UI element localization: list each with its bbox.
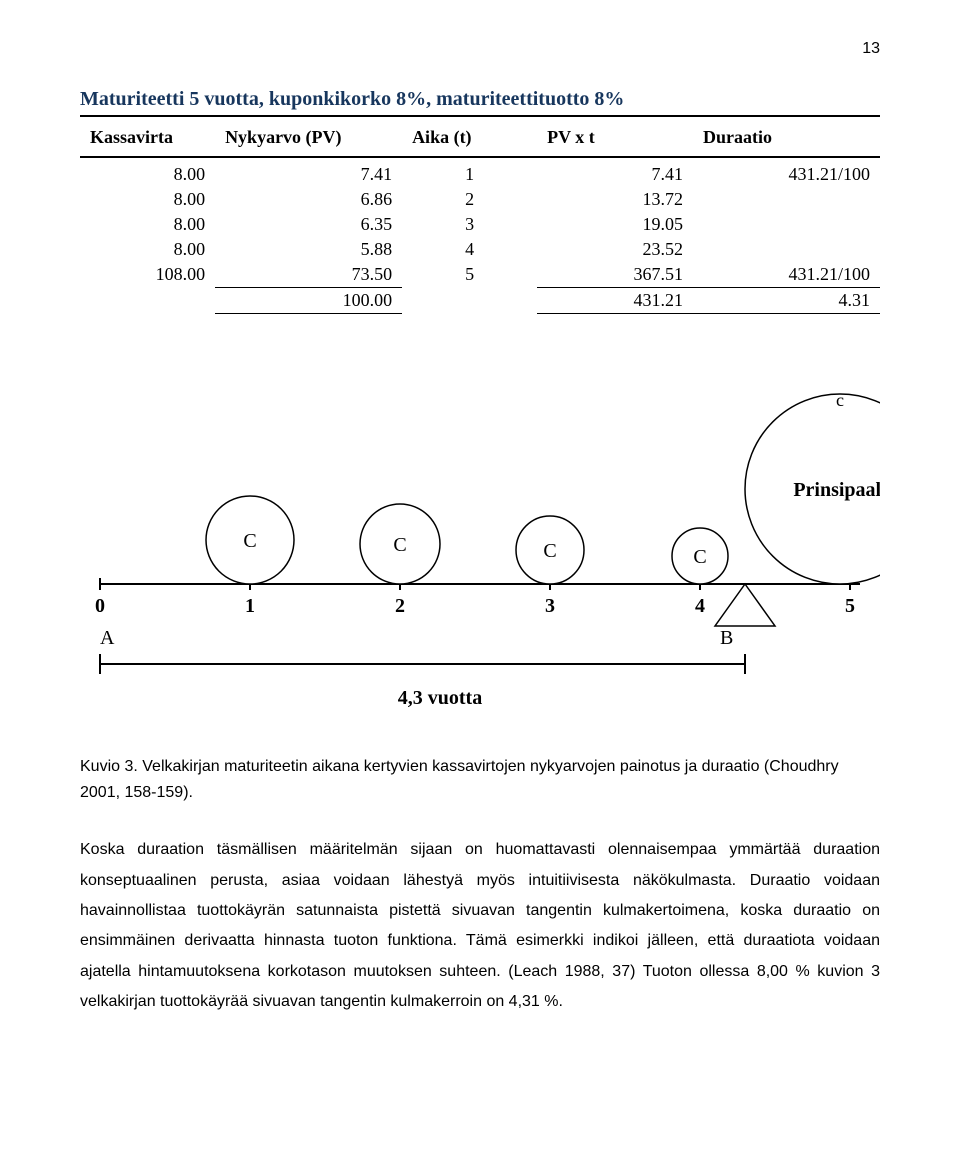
table-row: 108.00 73.50 5 367.51 431.21/100: [80, 262, 880, 288]
cell-dur: [693, 187, 880, 212]
figure-caption: Kuvio 3. Velkakirjan maturiteetin aikana…: [80, 754, 880, 805]
body-paragraph: Koska duraation täsmällisen määritelmän …: [80, 835, 880, 1017]
col-header-aika: Aika (t): [402, 123, 537, 152]
cell-pvt: 13.72: [537, 187, 693, 212]
cell-dur: 431.21/100: [693, 162, 880, 187]
axis-tick-2: 2: [395, 595, 405, 617]
col-header-kassavirta: Kassavirta: [80, 123, 215, 152]
axis-tick-1: 1: [245, 595, 255, 617]
table-sum-row: 100.00 431.21 4.31: [80, 288, 880, 314]
duration-table: Kassavirta Nykyarvo (PV) Aika (t) PV x t…: [80, 123, 880, 314]
cell-pv: 7.41: [215, 162, 402, 187]
cell-cf: 8.00: [80, 162, 215, 187]
col-header-nykyarvo: Nykyarvo (PV): [215, 123, 402, 152]
cell-dur: [693, 237, 880, 262]
duration-diagram: 0 1 2 3 4 5 C C C C c Prinsipaali A B 4,…: [80, 344, 880, 724]
cell-pvt: 367.51: [537, 262, 693, 288]
page-number: 13: [80, 40, 880, 58]
diagram-svg: 0 1 2 3 4 5 C C C C c Prinsipaali A B 4,…: [80, 344, 880, 724]
bubble-c3-label: C: [543, 540, 556, 562]
cell-pv: 6.86: [215, 187, 402, 212]
cell-pv: 5.88: [215, 237, 402, 262]
axis-tick-5: 5: [845, 595, 855, 617]
sum-pvt: 431.21: [537, 288, 693, 314]
interval-label-a: A: [100, 627, 115, 649]
table-row: 8.00 7.41 1 7.41 431.21/100: [80, 162, 880, 187]
table-row: 8.00 5.88 4 23.52: [80, 237, 880, 262]
sum-dur: 4.31: [693, 288, 880, 314]
cell-t: 4: [402, 237, 537, 262]
cell-cf: 8.00: [80, 187, 215, 212]
axis-tick-0: 0: [95, 595, 105, 617]
table-row: 8.00 6.35 3 19.05: [80, 212, 880, 237]
axis-tick-3: 3: [545, 595, 555, 617]
fulcrum-icon: [715, 584, 775, 626]
cell-t: 1: [402, 162, 537, 187]
bubble-principal-label: Prinsipaali: [793, 479, 880, 501]
cell-dur: [693, 212, 880, 237]
interval-center-label: 4,3 vuotta: [398, 687, 482, 709]
table-title: Maturiteetti 5 vuotta, kuponkikorko 8%, …: [80, 88, 880, 111]
cell-pv: 73.50: [215, 262, 402, 288]
bubble-principal-top-label: c: [836, 390, 844, 410]
cell-t: 2: [402, 187, 537, 212]
cell-pvt: 7.41: [537, 162, 693, 187]
table-rule-header: [80, 156, 880, 158]
table-rule-top: [80, 115, 880, 117]
table-head: Kassavirta Nykyarvo (PV) Aika (t) PV x t…: [80, 123, 880, 152]
cell-pvt: 19.05: [537, 212, 693, 237]
col-header-duraatio: Duraatio: [693, 123, 880, 152]
sum-pv: 100.00: [215, 288, 402, 314]
cell-t: 3: [402, 212, 537, 237]
col-header-pvxt: PV x t: [537, 123, 693, 152]
cell-pvt: 23.52: [537, 237, 693, 262]
table-body: 8.00 7.41 1 7.41 431.21/100 8.00 6.86 2 …: [80, 152, 880, 314]
axis-tick-4: 4: [695, 595, 705, 617]
cell-cf: 8.00: [80, 237, 215, 262]
bubble-c2-label: C: [393, 534, 406, 556]
interval-label-b: B: [720, 627, 733, 649]
cell-cf: 108.00: [80, 262, 215, 288]
cell-t: 5: [402, 262, 537, 288]
cell-pv: 6.35: [215, 212, 402, 237]
bubble-c1-label: C: [243, 530, 256, 552]
cell-dur: 431.21/100: [693, 262, 880, 288]
bubble-c4-label: C: [693, 546, 706, 568]
table-row: 8.00 6.86 2 13.72: [80, 187, 880, 212]
cell-cf: 8.00: [80, 212, 215, 237]
